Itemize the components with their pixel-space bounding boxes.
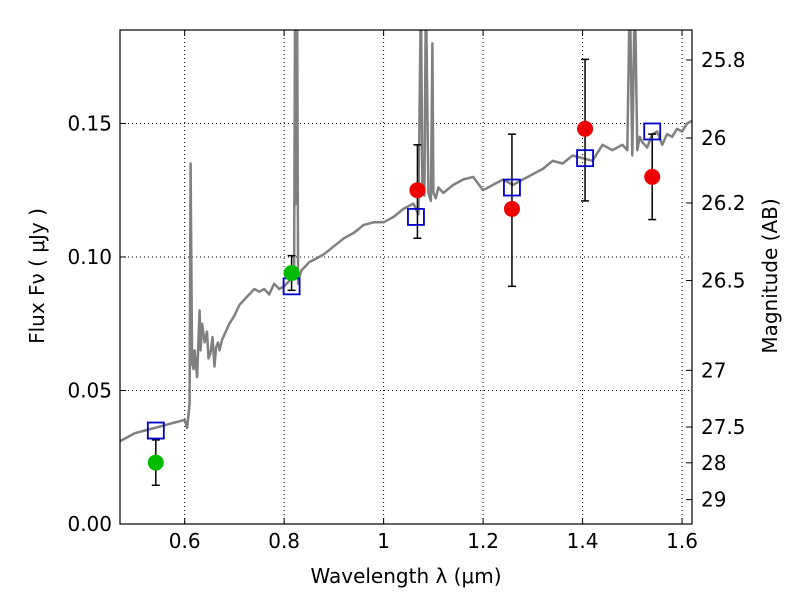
y-right-tick-label: 26.2 bbox=[701, 191, 746, 215]
red-point bbox=[503, 200, 520, 217]
green-point bbox=[283, 264, 300, 281]
y-right-tick-label: 26.5 bbox=[701, 268, 746, 292]
model-square bbox=[576, 149, 594, 168]
grid-lines bbox=[120, 30, 692, 524]
y-right-tick-label: 26 bbox=[701, 126, 726, 150]
y-right-tick-label: 27 bbox=[701, 358, 726, 382]
model-square bbox=[146, 421, 165, 440]
x-tick-label: 0.8 bbox=[268, 529, 300, 553]
red-point bbox=[577, 120, 594, 137]
y-axis-label: Flux Fν ( μJy ) bbox=[25, 208, 49, 344]
model-square bbox=[407, 208, 425, 226]
x-tick-label: 1 bbox=[377, 529, 390, 553]
y-right-tick-label: 25.8 bbox=[701, 48, 746, 72]
spectrum-series bbox=[120, 30, 692, 443]
x-axis-label: Wavelength λ (μm) bbox=[310, 564, 501, 588]
x-tick-label: 0.6 bbox=[169, 529, 201, 553]
green-point bbox=[147, 454, 164, 471]
spectrum-line bbox=[120, 30, 692, 443]
red-point bbox=[644, 168, 661, 185]
y-tick-label: 0.10 bbox=[67, 245, 112, 269]
x-tick-label: 1.2 bbox=[467, 529, 499, 553]
y-tick-label: 0.15 bbox=[67, 111, 112, 135]
red-point bbox=[409, 182, 426, 199]
plot-frame bbox=[119, 29, 693, 525]
y-right-tick-label: 28 bbox=[701, 451, 726, 475]
y-right-tick-label: 29 bbox=[701, 488, 726, 512]
axes bbox=[119, 29, 693, 525]
tick-labels: 0.6 0.8 1 1.2 1.4 1.6 0.00 0.05 0.10 0.15 25.8 26 26… bbox=[67, 48, 745, 553]
y-tick-label: 0.00 bbox=[67, 512, 112, 536]
x-tick-label: 1.4 bbox=[567, 529, 599, 553]
y-right-tick-label: 27.5 bbox=[701, 415, 746, 439]
x-tick-label: 1.6 bbox=[666, 529, 698, 553]
model-square bbox=[643, 122, 662, 141]
y-tick-label: 0.05 bbox=[67, 378, 112, 402]
data-points-layer bbox=[146, 120, 662, 471]
y-right-axis-label: Magnitude (AB) bbox=[758, 198, 782, 353]
model-square bbox=[503, 178, 521, 197]
